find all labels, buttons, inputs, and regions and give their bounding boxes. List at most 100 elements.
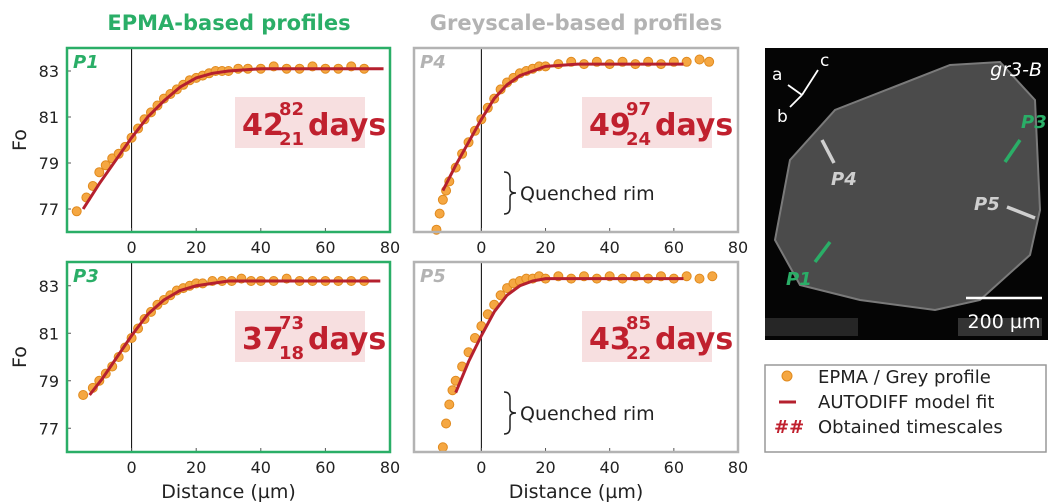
note: Quenched rim — [520, 403, 655, 425]
annotation-box — [582, 97, 712, 148]
micrograph: a b c gr3-B P4 P3 P5 P1 200 µm — [765, 48, 1048, 340]
profile-label: P1 — [786, 269, 812, 290]
data-point — [495, 290, 506, 301]
data-point — [444, 399, 455, 410]
crystal — [773, 60, 1042, 312]
column-title: Greyscale-based profiles — [430, 11, 722, 35]
x-tick-label: 80 — [728, 458, 748, 477]
legend-label: AUTODIFF model fit — [818, 392, 994, 413]
data-point — [441, 418, 452, 429]
y-axis-label: Fo — [9, 129, 31, 151]
plot-frame — [65, 260, 392, 454]
fit-line — [454, 277, 684, 394]
x-tick-label: 20 — [535, 238, 555, 257]
x-tick-label: 0 — [476, 238, 486, 257]
timescale-unit: days — [655, 108, 733, 143]
fit-line — [88, 279, 381, 396]
image-strip — [765, 318, 858, 336]
data-point — [437, 442, 448, 453]
data-point — [94, 167, 105, 178]
data-point — [694, 54, 705, 65]
x-tick-label: 40 — [251, 238, 271, 257]
legend-box — [764, 364, 1047, 453]
x-tick-label: 0 — [127, 458, 137, 477]
panel-label: P5 — [420, 266, 446, 287]
panel-label: P4 — [420, 52, 446, 73]
profile-line — [1006, 205, 1036, 220]
x-tick-label: 60 — [315, 458, 335, 477]
y-axis-label: Fo — [9, 346, 31, 368]
y-tick-label: 81 — [39, 324, 59, 343]
data-point — [100, 160, 111, 171]
plot-frame — [412, 46, 740, 234]
x-tick-label: 80 — [728, 238, 748, 257]
image-strip — [958, 318, 1042, 336]
timescale-lower: 18 — [279, 343, 304, 364]
annotation-box — [582, 311, 712, 362]
timescale-lower: 22 — [626, 343, 651, 364]
profile-line — [813, 240, 832, 264]
x-tick-label: 60 — [664, 458, 684, 477]
legend-marker — [781, 370, 793, 382]
annotation-box — [235, 97, 365, 148]
axis-label: b — [777, 107, 788, 127]
brace — [503, 171, 517, 215]
profile-line — [820, 139, 836, 164]
x-tick-label: 20 — [186, 458, 206, 477]
x-tick-label: 60 — [664, 238, 684, 257]
data-point — [707, 271, 718, 282]
x-tick-label: 80 — [380, 238, 400, 257]
timescale-upper: 85 — [626, 313, 651, 334]
y-tick-label: 79 — [39, 154, 59, 173]
timescale-upper: 97 — [626, 99, 651, 120]
timescale-value: 43 — [589, 322, 631, 357]
data-point — [681, 56, 692, 67]
timescale-value: 42 — [242, 108, 284, 143]
data-point — [694, 273, 705, 284]
timescale-lower: 21 — [279, 129, 304, 150]
x-axis-label: Distance (µm) — [161, 481, 296, 502]
axis-label: a — [772, 65, 782, 85]
y-tick-label: 77 — [39, 419, 59, 438]
timescale-unit: days — [308, 108, 386, 143]
timescale-lower: 24 — [626, 129, 651, 150]
data-point — [437, 194, 448, 205]
annotation-box — [235, 311, 365, 362]
legend-label: Obtained timescales — [818, 417, 1003, 438]
profile-label: P5 — [974, 194, 1000, 215]
x-tick-label: 60 — [315, 238, 335, 257]
timescale-upper: 82 — [279, 99, 304, 120]
panel-label: P1 — [73, 52, 99, 73]
legend-symbol: ## — [774, 417, 804, 438]
data-point — [704, 56, 715, 67]
profile-line — [1003, 139, 1022, 163]
data-point — [681, 271, 692, 282]
note: Quenched rim — [520, 183, 655, 205]
data-point — [71, 206, 82, 217]
x-tick-label: 40 — [600, 238, 620, 257]
data-point — [434, 208, 445, 219]
x-tick-label: 0 — [476, 458, 486, 477]
x-tick-label: 80 — [380, 458, 400, 477]
profile-label: P4 — [831, 169, 857, 190]
y-tick-label: 83 — [39, 62, 59, 81]
timescale-value: 37 — [242, 322, 284, 357]
data-point — [78, 390, 89, 400]
timescale-value: 49 — [589, 108, 631, 143]
x-tick-label: 20 — [186, 238, 206, 257]
profile-label: P3 — [1021, 112, 1047, 133]
axis-label: c — [820, 51, 829, 71]
fit-line — [441, 62, 684, 192]
column-title: EPMA-based profiles — [107, 11, 350, 35]
plot-frame — [65, 46, 392, 234]
panel-label: P3 — [73, 266, 99, 287]
x-tick-label: 20 — [535, 458, 555, 477]
y-tick-label: 77 — [39, 200, 59, 219]
x-tick-label: 40 — [600, 458, 620, 477]
scale-label: 200 µm — [968, 311, 1041, 333]
fit-line — [81, 67, 384, 210]
timescale-upper: 73 — [279, 313, 304, 334]
y-tick-label: 83 — [39, 277, 59, 296]
axes-arrows — [787, 69, 819, 108]
